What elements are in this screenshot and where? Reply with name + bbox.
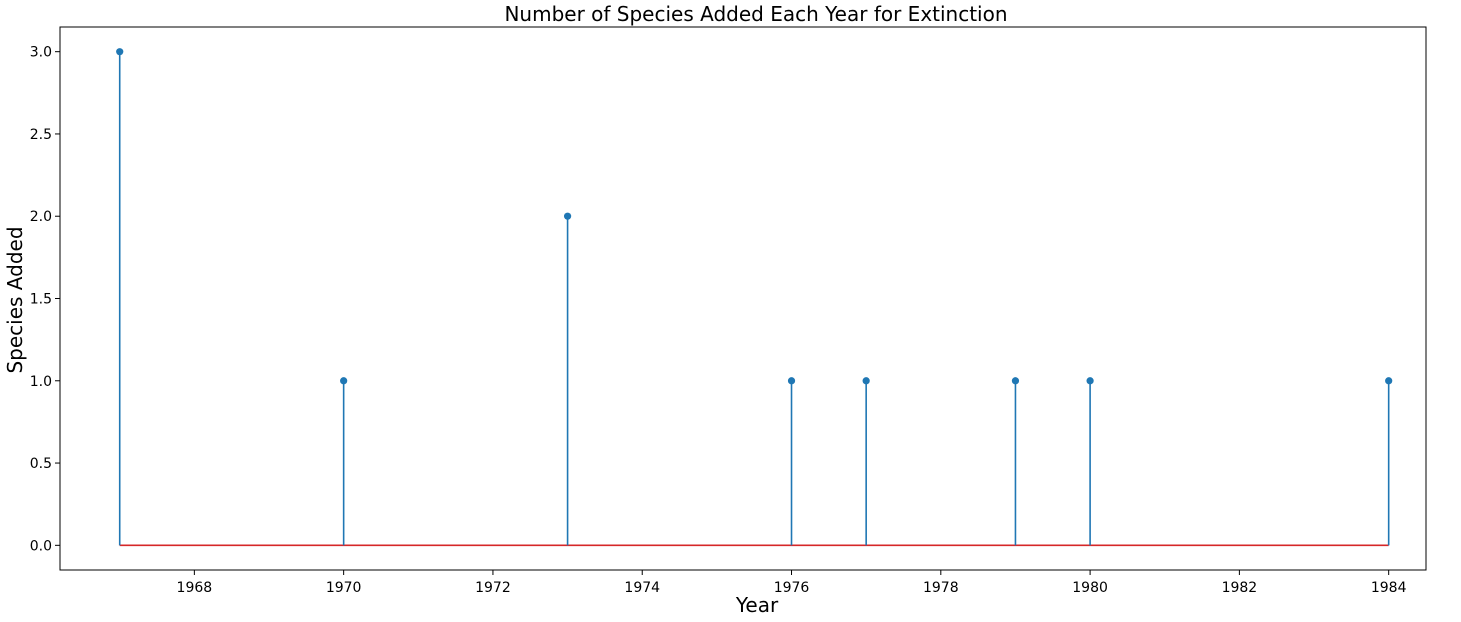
stems-layer xyxy=(116,48,1393,546)
y-tick-label: 1.0 xyxy=(30,374,52,390)
stem-marker xyxy=(1011,377,1020,385)
stem-marker xyxy=(563,212,572,220)
x-tick-label: 1976 xyxy=(774,580,810,596)
stem-marker xyxy=(1385,377,1393,385)
y-axis-title: Species Added xyxy=(3,226,27,373)
x-axis-ticks: 1968 1970 1972 1974 1976 1978 1980 1982 1984 xyxy=(177,570,1407,596)
x-tick-label: 1972 xyxy=(475,580,511,596)
y-tick-label: 3.0 xyxy=(30,45,52,61)
x-tick-label: 1980 xyxy=(1072,580,1108,596)
x-tick-label: 1982 xyxy=(1222,580,1258,596)
x-tick-label: 1984 xyxy=(1371,580,1407,596)
y-tick-label: 0.0 xyxy=(30,538,52,554)
y-tick-label: 1.5 xyxy=(30,292,52,308)
x-tick-label: 1970 xyxy=(326,580,362,596)
x-tick-label: 1974 xyxy=(624,580,660,596)
stem-marker xyxy=(862,377,870,385)
y-tick-label: 0.5 xyxy=(30,456,52,472)
chart-title: Number of Species Added Each Year for Ex… xyxy=(504,2,1007,26)
y-tick-label: 2.0 xyxy=(30,209,52,225)
x-tick-label: 1978 xyxy=(923,580,959,596)
stem-marker xyxy=(787,377,796,385)
y-tick-label: 2.5 xyxy=(30,127,52,143)
x-axis-title: Year xyxy=(735,593,779,617)
stem-marker xyxy=(1086,377,1094,385)
y-axis-ticks: 0.0 0.5 1.0 1.5 2.0 2.5 3.0 xyxy=(30,45,60,554)
x-tick-label: 1968 xyxy=(177,580,213,596)
stem-marker xyxy=(340,377,348,385)
stem-marker xyxy=(116,48,124,56)
plot-area-frame xyxy=(59,26,1427,571)
